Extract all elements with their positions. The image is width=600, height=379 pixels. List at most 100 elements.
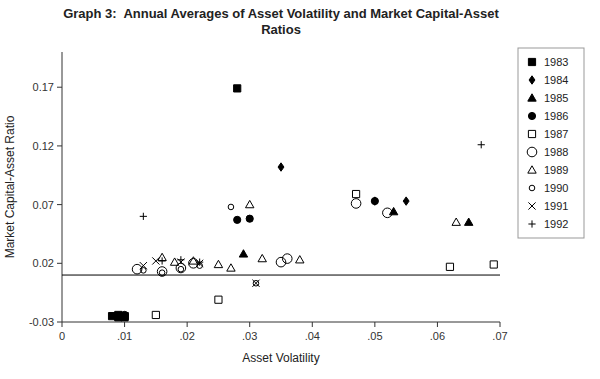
point <box>258 254 266 261</box>
series <box>140 141 485 266</box>
series <box>114 207 473 319</box>
point <box>141 268 147 274</box>
x-tick <box>187 322 188 327</box>
plot-area <box>62 85 500 321</box>
point <box>228 204 234 210</box>
point <box>278 163 284 171</box>
legend: 1983 1984 1985 1986 1987 1988 1989 1990 1991 1992 <box>518 48 584 238</box>
point <box>372 197 378 205</box>
x-axis-label: Asset Volatility <box>242 351 319 365</box>
legend-label: 1989 <box>544 164 568 176</box>
legend-marker <box>528 130 535 137</box>
x-tick-label: 0 <box>59 330 65 342</box>
point <box>214 260 222 267</box>
legend-marker <box>529 185 535 191</box>
legend-marker <box>528 202 535 209</box>
y-tick-label: 0.17 <box>33 81 54 93</box>
x-tick <box>500 322 501 327</box>
point <box>159 270 165 276</box>
point <box>446 263 453 270</box>
y-tick <box>57 204 62 205</box>
point <box>157 267 167 277</box>
point <box>176 263 186 273</box>
point <box>152 257 159 264</box>
point <box>351 199 361 209</box>
point <box>177 256 184 263</box>
x-tick <box>249 322 250 327</box>
x-tick <box>374 322 375 327</box>
legend-frame <box>518 48 584 238</box>
legend-label: 1986 <box>544 110 568 122</box>
y-axis-label: Market Capital-Asset Ratio <box>3 115 17 258</box>
point <box>239 250 247 257</box>
point <box>246 215 253 222</box>
title: Graph 3: Annual Averages of Asset Volati… <box>63 6 499 37</box>
y-tick-label: 0.02 <box>33 257 54 269</box>
point <box>389 207 397 214</box>
series <box>158 200 460 271</box>
x-tick-label: .02 <box>179 330 194 342</box>
point <box>452 218 460 225</box>
point <box>352 190 359 197</box>
point <box>159 257 166 264</box>
point <box>227 264 235 271</box>
legend-label: 1988 <box>544 146 568 158</box>
y-tick-label: 0.12 <box>33 140 54 152</box>
point <box>282 254 292 264</box>
x-tick-label: .06 <box>430 330 445 342</box>
legend-label: 1990 <box>544 182 568 194</box>
point <box>478 141 485 148</box>
series <box>132 199 392 277</box>
x-axis <box>62 322 500 323</box>
point <box>121 313 128 320</box>
y-tick <box>57 87 62 88</box>
legend-marker <box>528 112 535 119</box>
x-tick-label: .05 <box>367 330 382 342</box>
legend-label: 1984 <box>544 74 568 86</box>
series <box>108 85 240 321</box>
x-tick-label: .07 <box>492 330 507 342</box>
y-axis <box>62 52 63 322</box>
legend-label: 1983 <box>544 56 568 68</box>
series <box>141 204 259 286</box>
legend-label: 1987 <box>544 128 568 140</box>
legend-marker <box>529 76 535 84</box>
title-line: Ratios <box>261 22 301 37</box>
x-tick <box>312 322 313 327</box>
point <box>246 200 254 207</box>
reference-line <box>62 275 500 276</box>
point <box>252 280 259 287</box>
point <box>152 311 159 318</box>
point <box>215 296 222 303</box>
legend-marker <box>527 147 537 157</box>
point <box>140 213 147 220</box>
point <box>296 256 304 263</box>
point <box>253 280 259 286</box>
y-tick-label: 0.07 <box>33 199 54 211</box>
y-tick <box>57 263 62 264</box>
series <box>121 190 497 319</box>
y-tick <box>57 322 62 323</box>
y-tick <box>57 145 62 146</box>
point <box>178 266 184 272</box>
legend-label: 1991 <box>544 200 568 212</box>
point <box>371 197 378 204</box>
series <box>140 257 260 287</box>
x-tick-label: .04 <box>305 330 320 342</box>
legend-marker <box>528 94 536 101</box>
y-tick-label: -0.03 <box>29 316 54 328</box>
point <box>234 85 241 92</box>
x-tick-label: .03 <box>242 330 257 342</box>
point <box>490 261 497 268</box>
point <box>140 262 147 269</box>
legend-marker <box>528 220 535 227</box>
x-tick <box>124 322 125 327</box>
point <box>403 197 409 205</box>
point <box>465 218 473 225</box>
x-tick-label: .01 <box>117 330 132 342</box>
chart: Graph 3: Annual Averages of Asset Volati… <box>0 0 600 379</box>
legend-marker <box>528 166 536 173</box>
legend-label: 1985 <box>544 92 568 104</box>
point <box>383 208 393 218</box>
legend-label: 1992 <box>544 218 568 230</box>
